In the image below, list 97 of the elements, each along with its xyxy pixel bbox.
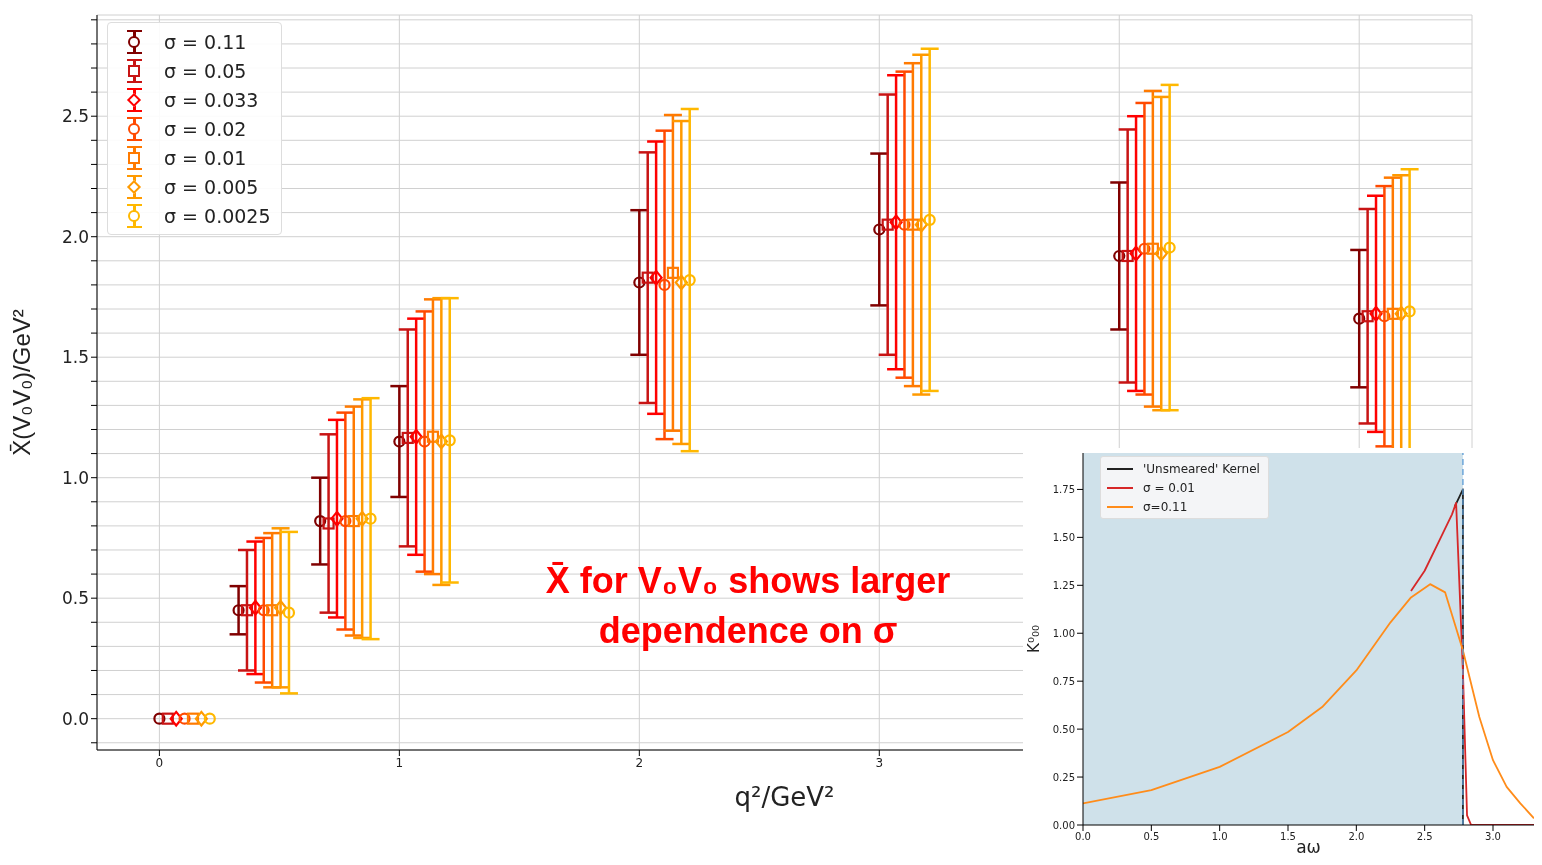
point — [161, 712, 174, 725]
point — [169, 710, 183, 727]
y-tick-label: 1.5 — [61, 347, 89, 368]
y-tick-label: 0.0 — [61, 708, 89, 729]
y-tick-label: 2.0 — [61, 226, 89, 247]
legend-label: σ = 0.0025 — [164, 204, 271, 227]
point — [873, 223, 886, 236]
y-axis-title: X̄(V₀V₀)/GeV² — [7, 309, 35, 456]
y-tick-label: 1.0 — [61, 467, 89, 488]
x-tick-label: 3 — [875, 755, 884, 770]
point — [364, 512, 377, 525]
x-tick-label: 0.0 — [1075, 831, 1091, 843]
point — [889, 214, 903, 231]
legend-label: 'Unsmeared' Kernel — [1143, 461, 1260, 476]
point — [322, 517, 335, 530]
point — [1129, 245, 1143, 262]
point — [248, 599, 262, 616]
x-tick-label: 0 — [155, 755, 164, 770]
point — [339, 514, 352, 528]
y-tick-label: 1.00 — [1052, 627, 1075, 639]
x-tick-label: 1.0 — [1211, 831, 1228, 843]
point — [923, 213, 936, 226]
y-tick-label: 1.50 — [1052, 531, 1075, 543]
point — [434, 433, 448, 450]
point — [347, 514, 360, 528]
point — [633, 276, 646, 289]
point — [409, 428, 423, 445]
x-axis-title: q²/GeV² — [734, 782, 835, 813]
x-tick-label: 3.0 — [1485, 831, 1501, 843]
point — [203, 712, 216, 725]
legend-label: σ = 0.02 — [164, 117, 247, 140]
x-tick-label: 1.5 — [1280, 831, 1296, 843]
point — [1154, 245, 1168, 262]
y-tick-label: 0.75 — [1052, 675, 1075, 687]
point — [1113, 249, 1126, 263]
point — [153, 712, 166, 725]
point — [257, 604, 270, 617]
y-tick-label: 0.25 — [1052, 771, 1075, 783]
point — [674, 274, 688, 291]
y-tick-label: 2.5 — [61, 106, 89, 127]
point — [898, 218, 911, 231]
legend-label: σ=0.11 — [1143, 499, 1188, 514]
x-tick-label: 2.0 — [1348, 831, 1365, 843]
legend-label: σ = 0.01 — [164, 146, 247, 169]
point — [1353, 312, 1366, 325]
y-tick-label: 0.00 — [1052, 819, 1075, 831]
point — [881, 218, 894, 231]
point — [649, 269, 663, 286]
legend-label: σ = 0.005 — [164, 175, 259, 198]
x-tick-label: 2 — [635, 755, 644, 770]
point — [1138, 242, 1151, 255]
point — [393, 435, 406, 448]
point — [186, 712, 200, 725]
point — [282, 606, 296, 619]
point — [1378, 310, 1391, 323]
legend-label: σ = 0.01 — [1143, 480, 1196, 495]
x-axis-title: aω — [1296, 837, 1321, 858]
point — [914, 216, 928, 233]
point — [658, 278, 671, 291]
point — [1369, 305, 1383, 322]
point — [666, 266, 680, 279]
point — [418, 435, 431, 448]
y-tick-label: 0.5 — [61, 588, 89, 609]
point — [1121, 249, 1134, 263]
point — [683, 273, 696, 287]
point — [1146, 242, 1159, 255]
point — [641, 271, 654, 284]
y-tick-label: 0.50 — [1052, 723, 1075, 735]
x-tick-label: 0.5 — [1143, 831, 1160, 843]
point — [273, 599, 288, 616]
point — [1361, 310, 1374, 323]
legend-label: σ = 0.033 — [164, 88, 259, 111]
y-axis-title: K⁰₀₀ — [1025, 625, 1044, 653]
y-tick-label: 1.25 — [1052, 579, 1075, 591]
point — [401, 431, 414, 445]
annotation: X̄ for V₀V₀ shows larger dependence on σ — [544, 559, 952, 653]
point — [1386, 307, 1399, 320]
point — [443, 434, 456, 447]
legend-label: σ = 0.11 — [164, 30, 247, 53]
point — [314, 514, 327, 528]
point — [1403, 305, 1416, 318]
legend-label: σ = 0.05 — [164, 59, 247, 82]
point — [355, 510, 369, 527]
point — [240, 604, 254, 617]
point — [178, 712, 191, 725]
line-series — [1083, 583, 1534, 820]
y-tick-label: 1.75 — [1052, 483, 1075, 495]
point — [906, 218, 919, 231]
point — [194, 710, 208, 727]
point — [330, 510, 344, 527]
point — [266, 604, 279, 617]
point — [232, 604, 245, 617]
point — [1163, 241, 1176, 254]
point — [426, 430, 440, 443]
point — [1394, 305, 1408, 322]
x-tick-label: 2.5 — [1416, 831, 1433, 843]
x-tick-label: 1 — [395, 755, 404, 770]
